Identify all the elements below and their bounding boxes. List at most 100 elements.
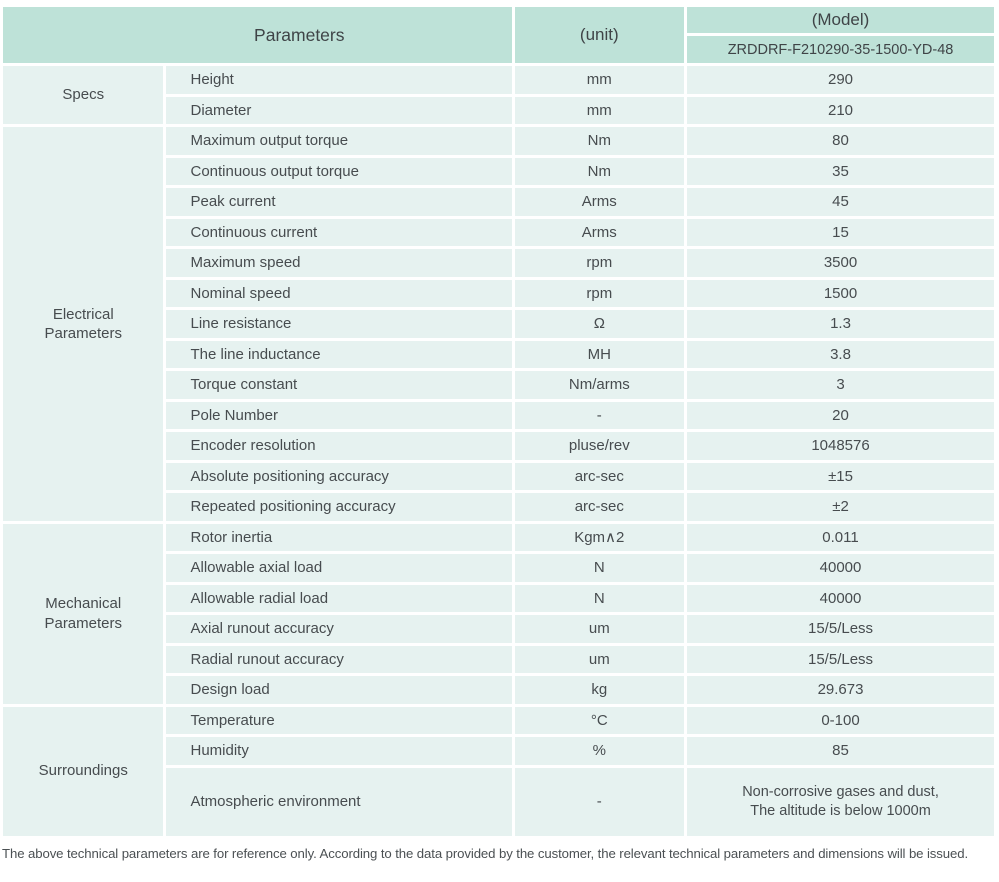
table-row: Atmospheric environment - Non-corrosive … — [3, 767, 994, 836]
unit-cell: Nm/arms — [514, 371, 685, 399]
value-cell: Non-corrosive gases and dust, The altitu… — [687, 767, 994, 836]
value-cell: 29.673 — [687, 676, 994, 704]
value-cell: 1.3 — [687, 310, 994, 338]
unit-cell: kg — [514, 676, 685, 704]
table-row: Maximum speed rpm 3500 — [3, 249, 994, 277]
table-row: Radial runout accuracy um 15/5/Less — [3, 645, 994, 673]
value-cell: ±2 — [687, 493, 994, 521]
param-name-cell: Pole Number — [166, 401, 512, 429]
value-cell: 1500 — [687, 279, 994, 307]
value-cell: 20 — [687, 401, 994, 429]
table-row: Mechanical Parameters Rotor inertia Kgm∧… — [3, 523, 994, 704]
table-row: Torque constant Nm/arms 3 — [3, 371, 994, 399]
value-cell: 35 — [687, 157, 994, 185]
value-cell: 40000 — [687, 554, 994, 582]
param-name-cell: Atmospheric environment — [166, 767, 512, 836]
table-row: Humidity % 85 — [3, 737, 994, 765]
param-name-cell: Maximum speed — [166, 249, 512, 277]
table-row: Absolute positioning accuracy arc-sec ±1… — [3, 462, 994, 490]
unit-cell: - — [514, 767, 685, 836]
table-row: Allowable radial load N 40000 — [3, 584, 994, 612]
group-cell-specs: Specs — [3, 66, 164, 124]
param-name-cell: Design load — [166, 676, 512, 704]
unit-cell: N — [514, 554, 685, 582]
table-row: Continuous output torque Nm 35 — [3, 157, 994, 185]
unit-cell: rpm — [514, 279, 685, 307]
table-row: Design load kg 29.673 — [3, 676, 994, 704]
table-row: Surroundings Temperature °C 0-100 — [3, 706, 994, 836]
value-cell: 1048576 — [687, 432, 994, 460]
param-name-cell: Humidity — [166, 737, 512, 765]
unit-cell: rpm — [514, 249, 685, 277]
group-cell-mechanical-parameters: Mechanical Parameters — [3, 523, 164, 704]
parameters-table: Parameters (unit) (Model) ZRDDRF-F210290… — [0, 4, 997, 839]
spec-sheet: Parameters (unit) (Model) ZRDDRF-F210290… — [0, 4, 999, 861]
table-row: Nominal speed rpm 1500 — [3, 279, 994, 307]
value-cell: 15 — [687, 218, 994, 246]
param-name-cell: Height — [166, 66, 512, 94]
param-name-cell: Rotor inertia — [166, 523, 512, 551]
table-row: The line inductance MH 3.8 — [3, 340, 994, 368]
value-cell: 0.011 — [687, 523, 994, 551]
value-cell: 40000 — [687, 584, 994, 612]
unit-cell: - — [514, 401, 685, 429]
param-name-cell: Peak current — [166, 188, 512, 216]
table-row: Repeated positioning accuracy arc-sec ±2 — [3, 493, 994, 521]
value-cell: 15/5/Less — [687, 645, 994, 673]
value-cell: 15/5/Less — [687, 615, 994, 643]
value-cell: 85 — [687, 737, 994, 765]
param-name-cell: Axial runout accuracy — [166, 615, 512, 643]
param-name-cell: Nominal speed — [166, 279, 512, 307]
unit-cell: Arms — [514, 218, 685, 246]
value-cell: 290 — [687, 66, 994, 94]
table-row: Continuous current Arms 15 — [3, 218, 994, 246]
unit-header: (unit) — [514, 7, 685, 63]
parameters-header: Parameters — [3, 7, 512, 63]
value-cell: 3500 — [687, 249, 994, 277]
table-row: Electrical Parameters Maximum output tor… — [3, 127, 994, 521]
table-row: Line resistance Ω 1.3 — [3, 310, 994, 338]
model-value: ZRDDRF-F210290-35-1500-YD-48 — [687, 36, 994, 63]
table-row: Axial runout accuracy um 15/5/Less — [3, 615, 994, 643]
param-name-cell: Encoder resolution — [166, 432, 512, 460]
unit-cell: mm — [514, 96, 685, 124]
unit-cell: Nm — [514, 127, 685, 155]
table-row: Specs Height mm 290 — [3, 66, 994, 124]
param-name-cell: Continuous output torque — [166, 157, 512, 185]
unit-cell: arc-sec — [514, 493, 685, 521]
value-cell: 3.8 — [687, 340, 994, 368]
param-name-cell: Allowable axial load — [166, 554, 512, 582]
param-name-cell: Allowable radial load — [166, 584, 512, 612]
param-name-cell: Maximum output torque — [166, 127, 512, 155]
table-row: Encoder resolution pluse/rev 1048576 — [3, 432, 994, 460]
param-name-cell: Diameter — [166, 96, 512, 124]
model-header: (Model) — [687, 7, 994, 33]
unit-cell: pluse/rev — [514, 432, 685, 460]
param-name-cell: Torque constant — [166, 371, 512, 399]
param-name-cell: Repeated positioning accuracy — [166, 493, 512, 521]
value-cell: ±15 — [687, 462, 994, 490]
unit-cell: arc-sec — [514, 462, 685, 490]
unit-cell: um — [514, 615, 685, 643]
unit-cell: mm — [514, 66, 685, 94]
value-cell: 3 — [687, 371, 994, 399]
footnote: The above technical parameters are for r… — [2, 845, 969, 861]
param-name-cell: Line resistance — [166, 310, 512, 338]
unit-cell: °C — [514, 706, 685, 734]
value-cell: 210 — [687, 96, 994, 124]
table-row: Pole Number - 20 — [3, 401, 994, 429]
group-cell-electrical-parameters: Electrical Parameters — [3, 127, 164, 521]
unit-cell: Arms — [514, 188, 685, 216]
value-cell: 0-100 — [687, 706, 994, 734]
table-row: Diameter mm 210 — [3, 96, 994, 124]
param-name-cell: Radial runout accuracy — [166, 645, 512, 673]
value-cell: 45 — [687, 188, 994, 216]
table-row: Peak current Arms 45 — [3, 188, 994, 216]
unit-cell: um — [514, 645, 685, 673]
table-row: Allowable axial load N 40000 — [3, 554, 994, 582]
unit-cell: Kgm∧2 — [514, 523, 685, 551]
unit-cell: Nm — [514, 157, 685, 185]
unit-cell: Ω — [514, 310, 685, 338]
unit-cell: N — [514, 584, 685, 612]
param-name-cell: Temperature — [166, 706, 512, 734]
